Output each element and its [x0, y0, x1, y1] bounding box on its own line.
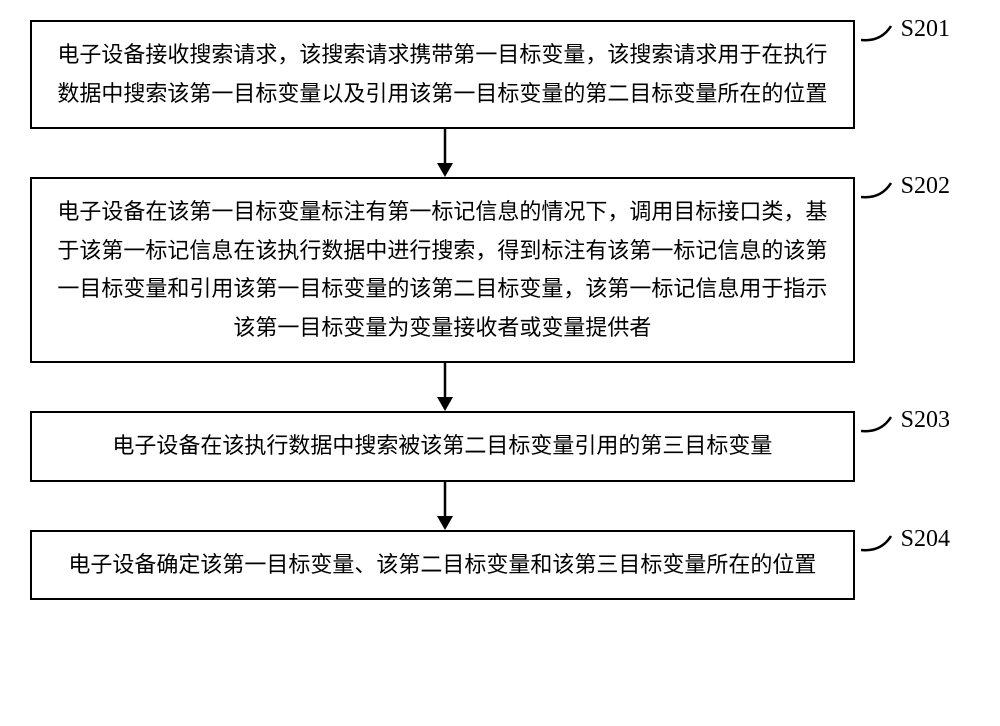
step-box-1: 电子设备接收搜索请求，该搜索请求携带第一目标变量，该搜索请求用于在执行数据中搜索…: [30, 20, 855, 129]
arrow-container: [30, 482, 860, 530]
arrow-down-icon: [430, 482, 460, 530]
label-area: S204: [861, 530, 960, 575]
step-box-2: 电子设备在该第一目标变量标注有第一标记信息的情况下，调用目标接口类，基于该第一标…: [30, 177, 855, 363]
step-row: 电子设备确定该第一目标变量、该第二目标变量和该第三目标变量所在的位置 S204: [30, 530, 960, 601]
step-text: 电子设备确定该第一目标变量、该第二目标变量和该第三目标变量所在的位置: [68, 552, 816, 577]
label-area: S202: [861, 177, 960, 222]
step-box-4: 电子设备确定该第一目标变量、该第二目标变量和该第三目标变量所在的位置: [30, 530, 855, 601]
arrow-container: [30, 363, 860, 411]
step-text: 电子设备接收搜索请求，该搜索请求携带第一目标变量，该搜索请求用于在执行数据中搜索…: [57, 42, 827, 106]
flowchart-container: 电子设备接收搜索请求，该搜索请求携带第一目标变量，该搜索请求用于在执行数据中搜索…: [0, 0, 1000, 620]
arrow-down-icon: [430, 129, 460, 177]
step-text: 电子设备在该第一目标变量标注有第一标记信息的情况下，调用目标接口类，基于该第一标…: [57, 199, 827, 340]
arrow-down-icon: [430, 363, 460, 411]
label-area: S201: [861, 20, 960, 65]
arrow-container: [30, 129, 860, 177]
step-row: 电子设备在该第一目标变量标注有第一标记信息的情况下，调用目标接口类，基于该第一标…: [30, 177, 960, 363]
step-label: S201: [901, 16, 950, 43]
step-box-3: 电子设备在该执行数据中搜索被该第二目标变量引用的第三目标变量: [30, 411, 855, 482]
step-row: 电子设备接收搜索请求，该搜索请求携带第一目标变量，该搜索请求用于在执行数据中搜索…: [30, 20, 960, 129]
step-label: S204: [901, 526, 950, 553]
step-label: S202: [901, 173, 950, 200]
label-area: S203: [861, 411, 960, 456]
step-text: 电子设备在该执行数据中搜索被该第二目标变量引用的第三目标变量: [112, 433, 772, 458]
step-label: S203: [901, 407, 950, 434]
step-row: 电子设备在该执行数据中搜索被该第二目标变量引用的第三目标变量 S203: [30, 411, 960, 482]
